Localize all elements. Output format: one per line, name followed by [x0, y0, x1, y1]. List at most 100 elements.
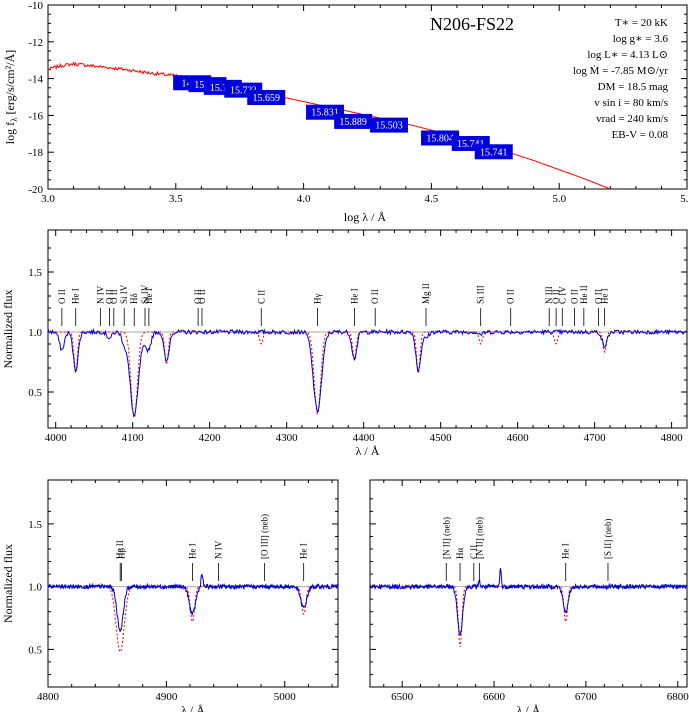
photometry-point: 15.659 — [247, 90, 286, 105]
spec-main-xtick-label: 4000 — [45, 432, 68, 444]
spec-main-line-label: O II — [593, 289, 603, 304]
spec-hbeta-xlabel: λ / Å — [181, 703, 205, 712]
spec-main-line-label: He II — [579, 285, 589, 304]
spec-main-xtick-label: 4100 — [122, 432, 145, 444]
sed-xlabel: log λ / Å — [344, 210, 386, 224]
spec-hbeta-line-label: [O III] (neb) — [260, 514, 270, 559]
photometry-point: 15.889 — [334, 113, 373, 129]
sed-xtick-label: 4.0 — [297, 193, 311, 205]
spec-hbeta-ytick-label: 1.0 — [28, 582, 42, 594]
spec-halpha-frame — [369, 479, 688, 688]
spec-hbeta-frame — [47, 479, 339, 688]
spec-main-line-label: C II — [256, 290, 266, 304]
spec-hbeta-line-label: N IV — [213, 540, 223, 559]
photometry-label: 15.659 — [253, 93, 281, 104]
spec-main-line-label: C IV — [557, 286, 567, 304]
photometry-label: 15.503 — [375, 121, 403, 132]
spec-halpha-line-label: C II — [469, 545, 479, 559]
photometry-label: 15.741 — [480, 147, 508, 158]
spec-hbeta-observed-spectrum — [47, 573, 339, 632]
spec-halpha-xlabel: λ / Å — [517, 703, 541, 712]
photometry-label: 15.831 — [311, 108, 339, 119]
spec-hbeta-line-label: He I — [187, 543, 197, 559]
sed-ytick-label: -16 — [28, 110, 43, 122]
spec-main-xtick-label: 4700 — [584, 432, 607, 444]
spec-main-xtick-label: 4200 — [199, 432, 222, 444]
spec-main-line-label: O II — [105, 289, 115, 304]
sed-star-name: N206-FS22 — [430, 14, 514, 34]
spec-main-xtick-label: 4800 — [661, 432, 684, 444]
spec-main-xlabel: λ / Å — [356, 444, 380, 458]
spec-hbeta-line-label: He II — [115, 540, 125, 559]
sed-ytick-label: -12 — [28, 37, 43, 49]
sed-xtick-label: 3.0 — [41, 193, 55, 205]
photometry-point: 15.804 — [421, 130, 460, 146]
spec-main-observed-spectrum — [47, 327, 687, 417]
spec-halpha-observed-spectrum — [369, 567, 687, 637]
sed-parameter: EB-V = 0.08 — [612, 129, 669, 141]
spec-main-line-label: Hδ — [129, 293, 139, 304]
sed-parameter: log Ṁ = -7.85 M⊙/yr — [573, 65, 669, 77]
sed-parameter: log g∗ = 3.6 — [613, 33, 669, 45]
spec-main-ytick-label: 1.0 — [28, 327, 42, 339]
photometry-box — [247, 90, 286, 105]
spec-main-line-label: Si IV — [119, 284, 129, 304]
spec-hbeta-xtick-label: 5000 — [274, 691, 297, 703]
photometry-point: 15.741 — [474, 144, 513, 160]
spec-main-line-label: O II — [57, 289, 67, 304]
spec-halpha-xtick-label: 6700 — [575, 691, 598, 703]
sed-parameter: vrad = 240 km/s — [596, 113, 668, 125]
spec-main-line-label: O II — [370, 289, 380, 304]
sed-ytick-label: -14 — [28, 74, 43, 86]
spec-main-line-label: O II — [570, 289, 580, 304]
photometry-box — [334, 113, 373, 129]
sed-xtick-label: 5.5 — [680, 193, 689, 205]
spec-main-line-label: Si III — [476, 285, 486, 304]
spec-main-line-label: Mg II — [421, 283, 431, 304]
photometry-box — [369, 117, 408, 133]
spec-main-line-label: Hγ — [312, 294, 322, 304]
spec-main-line-label: N III — [544, 286, 554, 304]
sed-parameter: T∗ = 20 kK — [615, 17, 668, 29]
spec-main-line-label: He I — [144, 288, 154, 304]
sed-ytick-label: -18 — [28, 147, 43, 159]
spec-main-line-label: Si IV — [140, 284, 150, 304]
photometry-label: 15.804 — [426, 133, 454, 144]
sed-frame — [47, 4, 688, 190]
spec-main-model-spectrum — [48, 331, 687, 419]
spec-main-line-label: He I — [600, 288, 610, 304]
sed-xtick-label: 3.5 — [169, 193, 183, 205]
spec-main-xtick-label: 4400 — [353, 432, 376, 444]
spec-main-line-label: O II — [109, 289, 119, 304]
spec-main-line-label: N IV — [95, 285, 105, 304]
spec-main-xtick-label: 4500 — [430, 432, 453, 444]
photometry-label: 15.7?? — [230, 86, 257, 97]
spec-main-line-label: He I — [71, 288, 81, 304]
spec-main-line-label: O II — [197, 289, 207, 304]
spec-hbeta-line-label: He I — [299, 543, 309, 559]
spec-main-xtick-label: 4300 — [276, 432, 299, 444]
spec-main-line-label: O II — [506, 289, 516, 304]
sed-ylabel: log fλ [erg/s/cm²/Å] — [3, 50, 19, 144]
photometry-label: 15.741 — [457, 139, 485, 150]
spec-main-frame — [47, 229, 688, 429]
spec-halpha-line-label: [S II] (neb) — [603, 519, 613, 559]
photometry-label: 15.889 — [339, 117, 367, 128]
spec-main-xtick-label: 4600 — [507, 432, 530, 444]
spec-hbeta-ytick-label: 1.5 — [28, 519, 42, 531]
sed-parameter: log L∗ = 4.13 L⊙ — [587, 49, 668, 61]
spec-halpha-line-label: [N II] (neb) — [441, 517, 451, 559]
spec-halpha-xtick-label: 6500 — [391, 691, 414, 703]
spec-main-ytick-label: 0.5 — [28, 387, 42, 399]
photometry-box — [474, 144, 513, 160]
spec-halpha-model-spectrum — [370, 586, 687, 647]
spec-hbeta-xtick-label: 4900 — [155, 691, 178, 703]
spec-main-line-label: O II — [193, 289, 203, 304]
sed-parameter: v sin i = 80 km/s — [594, 97, 668, 109]
spec-hbeta-ylabel: Normalized flux — [1, 544, 15, 623]
spec-halpha-xtick-label: 6600 — [483, 691, 506, 703]
spec-hbeta-ytick-label: 0.5 — [28, 644, 42, 656]
spec-hbeta-line-label: Hβ — [116, 548, 126, 559]
